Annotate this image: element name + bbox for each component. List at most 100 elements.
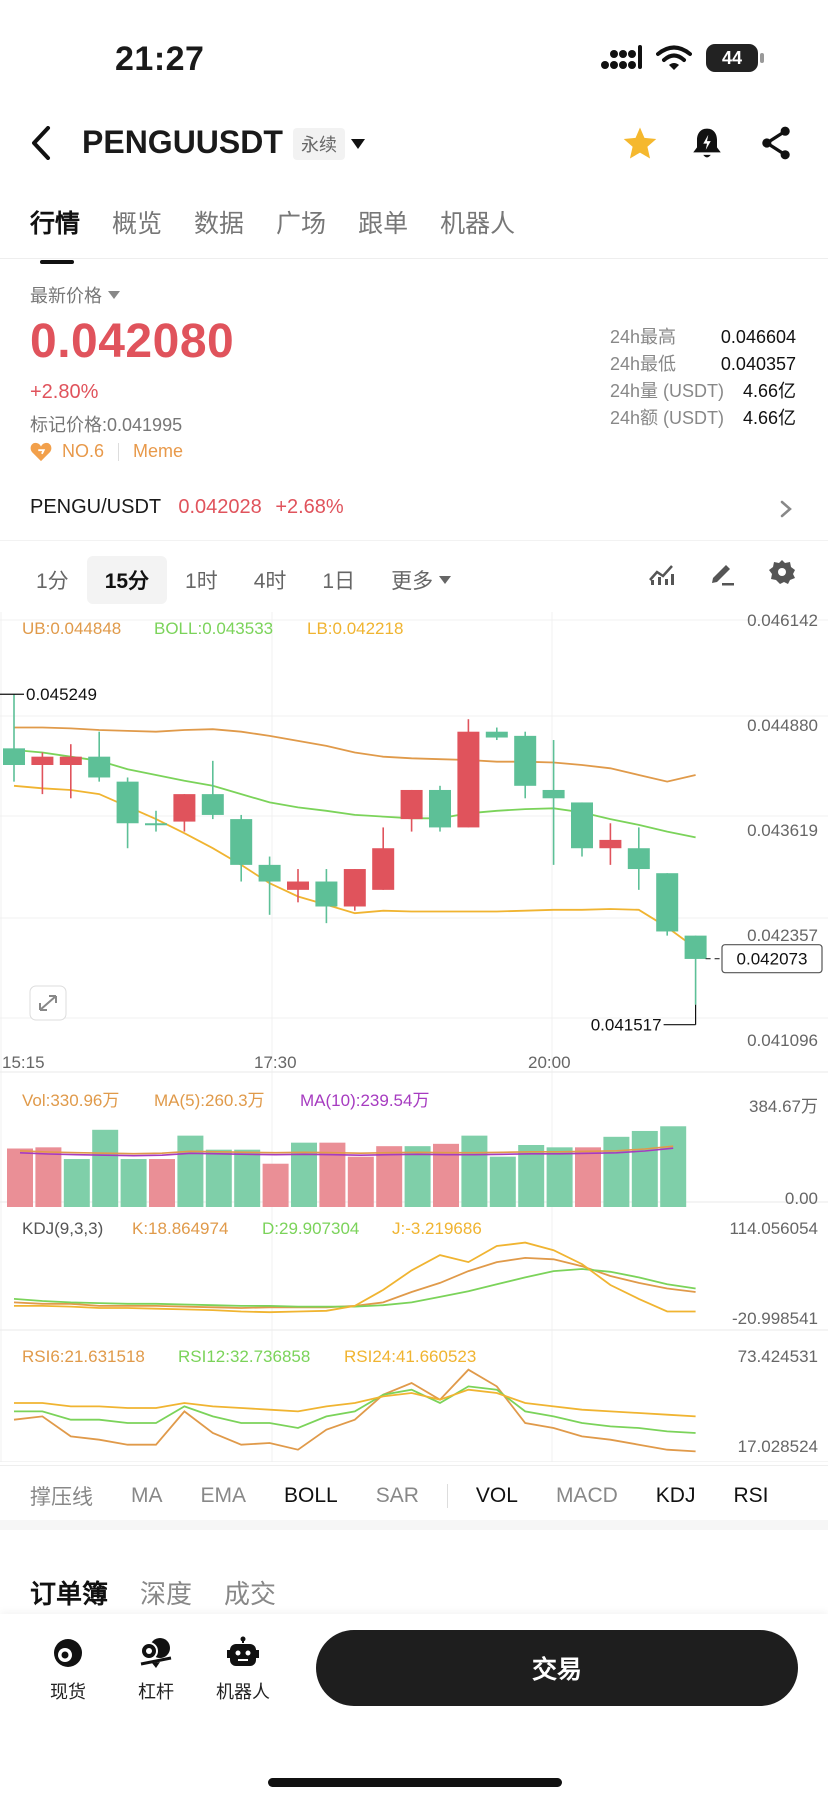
- ind-rsi[interactable]: RSI: [733, 1484, 769, 1507]
- kdj-d-legend: D:29.907304: [262, 1219, 359, 1238]
- low-label: 0.041517: [591, 1016, 662, 1035]
- volume-bar: [489, 1156, 516, 1207]
- candle-body: [287, 881, 309, 890]
- ind-sar[interactable]: SAR: [375, 1484, 419, 1507]
- draw-tool-icon[interactable]: [708, 558, 736, 586]
- volume-bar: [262, 1163, 289, 1207]
- spot-change: +2.68%: [275, 496, 344, 518]
- trade-button[interactable]: 交易: [316, 1630, 798, 1706]
- bottom-spot-label: 现货: [50, 1682, 86, 1702]
- candle-body: [542, 789, 565, 799]
- candle-body: [429, 789, 451, 828]
- tag-row: NO.6 Meme: [30, 441, 183, 462]
- candle: [571, 802, 593, 857]
- candle: [457, 719, 480, 828]
- tab-depth[interactable]: 深度: [140, 1579, 193, 1609]
- tab-market[interactable]: 行情: [30, 204, 80, 264]
- candle: [485, 727, 508, 741]
- rsi6-legend: RSI6:21.631518: [22, 1347, 145, 1366]
- share-icon[interactable]: [760, 126, 792, 160]
- tab-trades[interactable]: 成交: [224, 1579, 277, 1609]
- tab-bot[interactable]: 机器人: [440, 210, 516, 238]
- lb-line: [13, 784, 697, 949]
- section-gap: [0, 1520, 828, 1530]
- volume-bar: [177, 1135, 204, 1207]
- tf-15m[interactable]: 15分: [86, 556, 168, 604]
- price-y-tick: 0.043619: [747, 821, 818, 840]
- perpetual-badge: 永续: [293, 128, 345, 160]
- tab-overview[interactable]: 概览: [112, 210, 163, 238]
- stat-volume: 24h量 (USDT) 4.66亿: [610, 378, 796, 405]
- tf-more[interactable]: 更多: [391, 565, 452, 595]
- ub-line: [14, 726, 696, 783]
- ub-legend: UB:0.044848: [22, 619, 121, 638]
- tf-4h[interactable]: 4时: [253, 570, 287, 593]
- boll-line: [13, 749, 696, 839]
- volume-bar: [92, 1129, 119, 1207]
- ind-vol[interactable]: VOL: [475, 1484, 518, 1507]
- spot-pair-row[interactable]: PENGU/USDT 0.042028 +2.68%: [30, 496, 344, 519]
- home-indicator[interactable]: [268, 1778, 562, 1787]
- status-icons: 44: [600, 44, 764, 72]
- chevron-right-icon[interactable]: [780, 500, 792, 518]
- heart-rank-icon: [30, 442, 52, 461]
- tf-1d[interactable]: 1日: [322, 570, 356, 593]
- tab-square[interactable]: 广场: [276, 210, 327, 238]
- rank-badge[interactable]: NO.6: [62, 441, 105, 461]
- price-change: +2.80%: [30, 381, 99, 403]
- kline-chart[interactable]: 0.046142 0.044880 0.043619 0.042357 0.041096…: [0, 612, 828, 1462]
- caret-down-icon[interactable]: [350, 138, 366, 150]
- candle: [400, 789, 423, 832]
- ind-boll[interactable]: BOLL: [284, 1484, 338, 1507]
- back-icon[interactable]: [30, 126, 52, 160]
- indicator-row: 撑压线 MA EMA BOLL SAR VOL MACD KDJ RSI: [30, 1481, 768, 1511]
- candle-body: [258, 864, 281, 882]
- bottom-leverage[interactable]: 杠杆: [138, 1636, 174, 1704]
- tab-data[interactable]: 数据: [194, 210, 245, 238]
- spot-coin-icon: [54, 1639, 82, 1667]
- ind-support-resistance[interactable]: 撑压线: [30, 1486, 93, 1509]
- candle: [258, 856, 281, 915]
- pair-title[interactable]: PENGUUSDT: [82, 124, 283, 160]
- ind-kdj[interactable]: KDJ: [655, 1484, 696, 1507]
- orderbook-tabs: 订单簿 深度 成交: [30, 1574, 276, 1611]
- tf-1h[interactable]: 1时: [185, 570, 218, 593]
- kdj-k-line: [13, 1256, 696, 1309]
- ind-ema[interactable]: EMA: [200, 1484, 247, 1507]
- latest-price-label[interactable]: 最新价格: [30, 282, 120, 308]
- fullscreen-icon[interactable]: [29, 985, 67, 1021]
- indicator-icon[interactable]: [648, 560, 676, 586]
- bottom-spot[interactable]: 现货: [50, 1636, 86, 1704]
- candle: [3, 694, 25, 782]
- signal-icon: [601, 45, 642, 69]
- candle-body: [372, 848, 395, 890]
- candle-body: [343, 869, 366, 907]
- kdj-pane: 114.056054 -20.998541: [13, 1219, 818, 1328]
- battery-icon: 44: [706, 44, 764, 72]
- bottom-bot[interactable]: 机器人: [216, 1636, 270, 1704]
- tab-orderbook[interactable]: 订单簿: [30, 1579, 109, 1609]
- ind-ma[interactable]: MA: [131, 1484, 163, 1507]
- volume-bar: [120, 1159, 147, 1207]
- tab-copy-trade[interactable]: 跟单: [358, 210, 409, 238]
- candle: [372, 827, 395, 890]
- rsi12-line: [14, 1385, 696, 1434]
- settings-icon[interactable]: [768, 558, 796, 586]
- candle-body: [230, 819, 253, 865]
- chart-grid: [0, 612, 828, 1462]
- stat-value: 0.046604: [720, 327, 796, 347]
- candle: [429, 785, 451, 832]
- current-price-box: [721, 944, 823, 974]
- caret-down-icon: [108, 291, 120, 299]
- price-alert-icon[interactable]: [692, 126, 722, 160]
- tf-more-label: 更多: [391, 570, 434, 593]
- tf-1m[interactable]: 1分: [36, 570, 69, 593]
- star-icon[interactable]: [622, 126, 658, 160]
- mark-price-label: 标记价格:: [30, 415, 108, 435]
- candle-body: [315, 881, 338, 907]
- ind-macd[interactable]: MACD: [555, 1484, 618, 1507]
- rsi12-legend: RSI12:32.736858: [178, 1347, 310, 1366]
- vol-ma5-line: [19, 1145, 674, 1155]
- latest-price-text: 最新价格: [30, 286, 102, 306]
- meme-tag[interactable]: Meme: [133, 441, 184, 461]
